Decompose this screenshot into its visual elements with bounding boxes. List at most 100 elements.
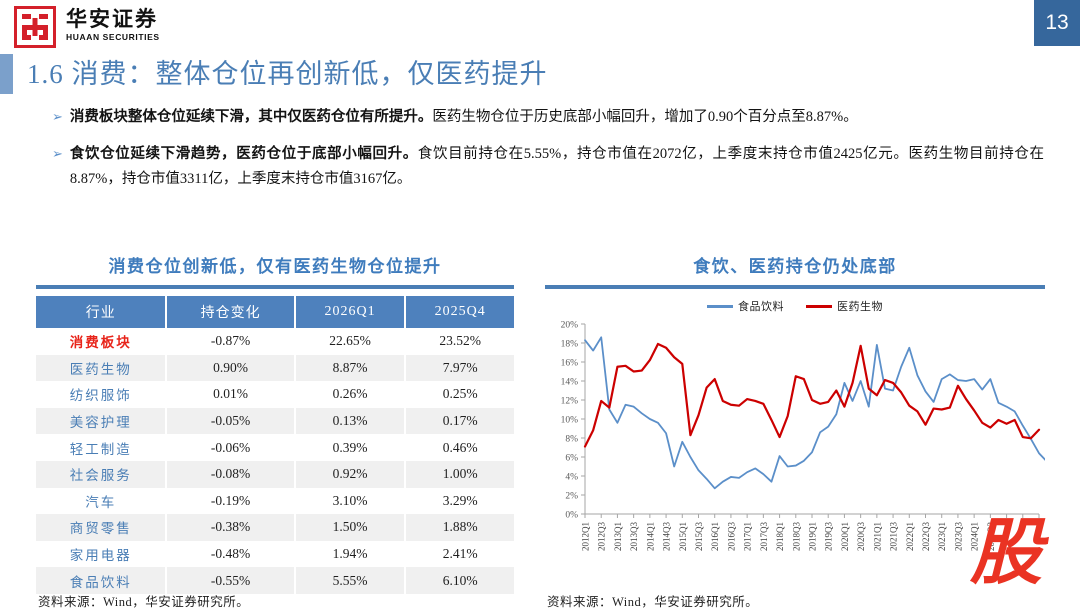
cell-industry: 食品饮料 xyxy=(36,567,168,594)
left-panel: 消费仓位创新低，仅有医药生物仓位提升 行业 持仓变化 2026Q1 2025Q4… xyxy=(36,252,514,609)
svg-text:2018Q1: 2018Q1 xyxy=(775,522,785,551)
legend-item-pharma: 医药生物 xyxy=(806,298,883,314)
column-header-industry: 行业 xyxy=(36,296,168,328)
cell-q1: 22.65% xyxy=(294,328,407,355)
legend-swatch-food xyxy=(707,304,733,308)
holdings-table: 行业 持仓变化 2026Q1 2025Q4 消费板块 -0.87% 22.65% 23… xyxy=(36,296,514,594)
table-row: 美容护理 -0.05% 0.13% 0.17% xyxy=(36,407,514,435)
svg-text:4%: 4% xyxy=(565,473,578,483)
huaan-logo-icon xyxy=(14,6,56,48)
cell-industry: 美容护理 xyxy=(36,407,168,435)
cell-change: -0.08% xyxy=(166,460,296,488)
cell-q1: 8.87% xyxy=(294,354,407,382)
cell-q4: 0.17% xyxy=(405,407,514,435)
cell-change: -0.38% xyxy=(166,514,296,541)
cell-industry: 汽车 xyxy=(36,487,168,515)
left-panel-divider xyxy=(36,285,514,289)
svg-text:2%: 2% xyxy=(565,492,578,502)
list-item: ➢ 消费板块整体仓位延续下滑，其中仅医药仓位有所提升。医药生物仓位于历史底部小幅… xyxy=(52,105,1044,130)
legend-label-food: 食品饮料 xyxy=(738,301,784,313)
svg-text:2017Q1: 2017Q1 xyxy=(743,522,753,551)
table-row: 纺织服饰 0.01% 0.26% 0.25% xyxy=(36,381,514,408)
svg-text:2022Q3: 2022Q3 xyxy=(921,522,931,551)
cell-change: -0.48% xyxy=(166,540,296,568)
chart-canvas: 0% 2% 4% 6% 8% 10% 12% 14% 16% 18% 20% 2012Q1 2012Q3… xyxy=(561,321,1045,551)
cell-industry: 轻工制造 xyxy=(36,434,168,461)
cell-q4: 6.10% xyxy=(405,567,514,594)
cell-q4: 1.00% xyxy=(405,460,514,488)
svg-text:8%: 8% xyxy=(565,435,578,445)
svg-text:2012Q1: 2012Q1 xyxy=(581,522,591,551)
cell-q1: 5.55% xyxy=(294,567,407,594)
legend-item-food: 食品饮料 xyxy=(707,298,784,314)
svg-text:10%: 10% xyxy=(561,416,579,426)
svg-text:2020Q3: 2020Q3 xyxy=(856,522,866,551)
cell-change: -0.05% xyxy=(166,407,296,435)
cell-change: 0.01% xyxy=(166,381,296,408)
holdings-table-body: 消费板块 -0.87% 22.65% 23.52% 医药生物 0.90% 8.87% 7.97… xyxy=(36,328,514,594)
svg-text:2024Q3: 2024Q3 xyxy=(986,522,996,551)
bullet-list: ➢ 消费板块整体仓位延续下滑，其中仅医药仓位有所提升。医药生物仓位于历史底部小幅… xyxy=(52,105,1044,204)
right-source-note: 资料来源：Wind，华安证券研究所。 xyxy=(547,595,759,609)
cell-q1: 1.50% xyxy=(294,514,407,541)
table-row: 消费板块 -0.87% 22.65% 23.52% xyxy=(36,328,514,355)
svg-text:2015Q3: 2015Q3 xyxy=(694,522,704,551)
cell-q4: 2.41% xyxy=(442,546,478,562)
svg-text:12%: 12% xyxy=(561,397,579,407)
bullet-text-bold: 消费板块整体仓位延续下滑，其中仅医药仓位有所提升。 xyxy=(69,109,433,125)
cell-q4: 0.46% xyxy=(442,439,478,455)
table-row: 医药生物 0.90% 8.87% 7.97% xyxy=(36,354,514,382)
svg-text:2019Q1: 2019Q1 xyxy=(808,522,818,551)
cell-q1: 0.26% xyxy=(294,381,407,408)
table-row: 社会服务 -0.08% 0.92% 1.00% xyxy=(36,460,514,488)
bullet-text-rest: 食饮目前持仓在5.55%，持仓市值在2072亿，上季度末持仓市值2425亿元。医… xyxy=(69,146,1045,187)
cell-change: -0.87% xyxy=(166,328,296,355)
table-row: 家用电器 -0.48% 1.94% 2.41% xyxy=(36,540,514,568)
list-item: ➢ 食饮仓位延续下滑趋势，医药仓位于底部小幅回升。食饮目前持仓在5.55%，持仓… xyxy=(52,142,1044,192)
brand-name-en: HUAAN SECURITIES xyxy=(66,32,160,43)
legend-swatch-pharma xyxy=(806,304,832,308)
cell-industry: 纺织服饰 xyxy=(36,381,168,408)
cell-industry: 消费板块 xyxy=(36,328,168,355)
table-row: 轻工制造 -0.06% 0.39% 0.46% xyxy=(36,434,514,461)
right-panel: 食饮、医药持仓仍处底部 食品饮料 医药生物 0% 2% 4% 6% 8% 10% 12% 14… xyxy=(545,252,1045,609)
svg-text:2014Q1: 2014Q1 xyxy=(645,522,655,551)
bullet-marker-icon: ➢ xyxy=(52,109,63,124)
left-panel-title: 消费仓位创新低，仅有医药生物仓位提升 xyxy=(108,257,442,276)
right-panel-divider xyxy=(545,285,1045,289)
svg-text:2024Q1: 2024Q1 xyxy=(970,522,980,551)
cell-q4: 23.52% xyxy=(439,333,481,349)
cell-q1: 0.13% xyxy=(294,407,407,435)
bullet-text-rest: 医药生物仓位于历史底部小幅回升，增加了0.90个百分点至8.87%。 xyxy=(432,109,858,125)
svg-text:2022Q1: 2022Q1 xyxy=(905,522,915,551)
cell-industry: 家用电器 xyxy=(36,540,168,568)
section-title-row: 1.6 消费：整体仓位再创新低，仅医药提升 xyxy=(0,54,548,94)
svg-text:2023Q3: 2023Q3 xyxy=(953,522,963,551)
chart-legend: 食品饮料 医药生物 xyxy=(545,298,1045,314)
svg-text:6%: 6% xyxy=(565,454,578,464)
svg-text:2013Q3: 2013Q3 xyxy=(629,522,639,551)
cell-q4: 7.97% xyxy=(405,354,514,382)
cell-q1: 0.92% xyxy=(294,460,407,488)
table-row: 汽车 -0.19% 3.10% 3.29% xyxy=(36,487,514,515)
cell-change: -0.06% xyxy=(166,434,296,461)
page-title: 1.6 消费：整体仓位再创新低，仅医药提升 xyxy=(27,59,548,89)
holdings-line-chart: 食品饮料 医药生物 0% 2% 4% 6% 8% 10% 12% 14% 16% 18% 20% 20… xyxy=(545,296,1045,596)
svg-text:2018Q3: 2018Q3 xyxy=(791,522,801,551)
svg-text:2015Q1: 2015Q1 xyxy=(678,522,688,551)
column-header-q1: 2026Q1 xyxy=(294,296,407,328)
svg-text:0%: 0% xyxy=(565,511,578,521)
cell-q1: 0.39% xyxy=(294,434,407,461)
brand-name-cn: 华安证券 xyxy=(66,7,158,31)
svg-text:2021Q3: 2021Q3 xyxy=(889,522,899,551)
bullet-text: 消费板块整体仓位延续下滑，其中仅医药仓位有所提升。医药生物仓位于历史底部小幅回升… xyxy=(70,105,858,130)
cell-q4: 0.25% xyxy=(442,386,478,402)
svg-text:2017Q3: 2017Q3 xyxy=(759,522,769,551)
bullet-text-bold: 食饮仓位延续下滑趋势，医药仓位于底部小幅回升。 xyxy=(69,146,418,162)
svg-text:18%: 18% xyxy=(561,340,579,350)
svg-text:2012Q3: 2012Q3 xyxy=(597,522,607,551)
title-accent-bar xyxy=(0,54,13,94)
svg-text:2013Q1: 2013Q1 xyxy=(613,522,623,551)
svg-text:2019Q3: 2019Q3 xyxy=(824,522,834,551)
svg-text:16%: 16% xyxy=(561,359,579,369)
